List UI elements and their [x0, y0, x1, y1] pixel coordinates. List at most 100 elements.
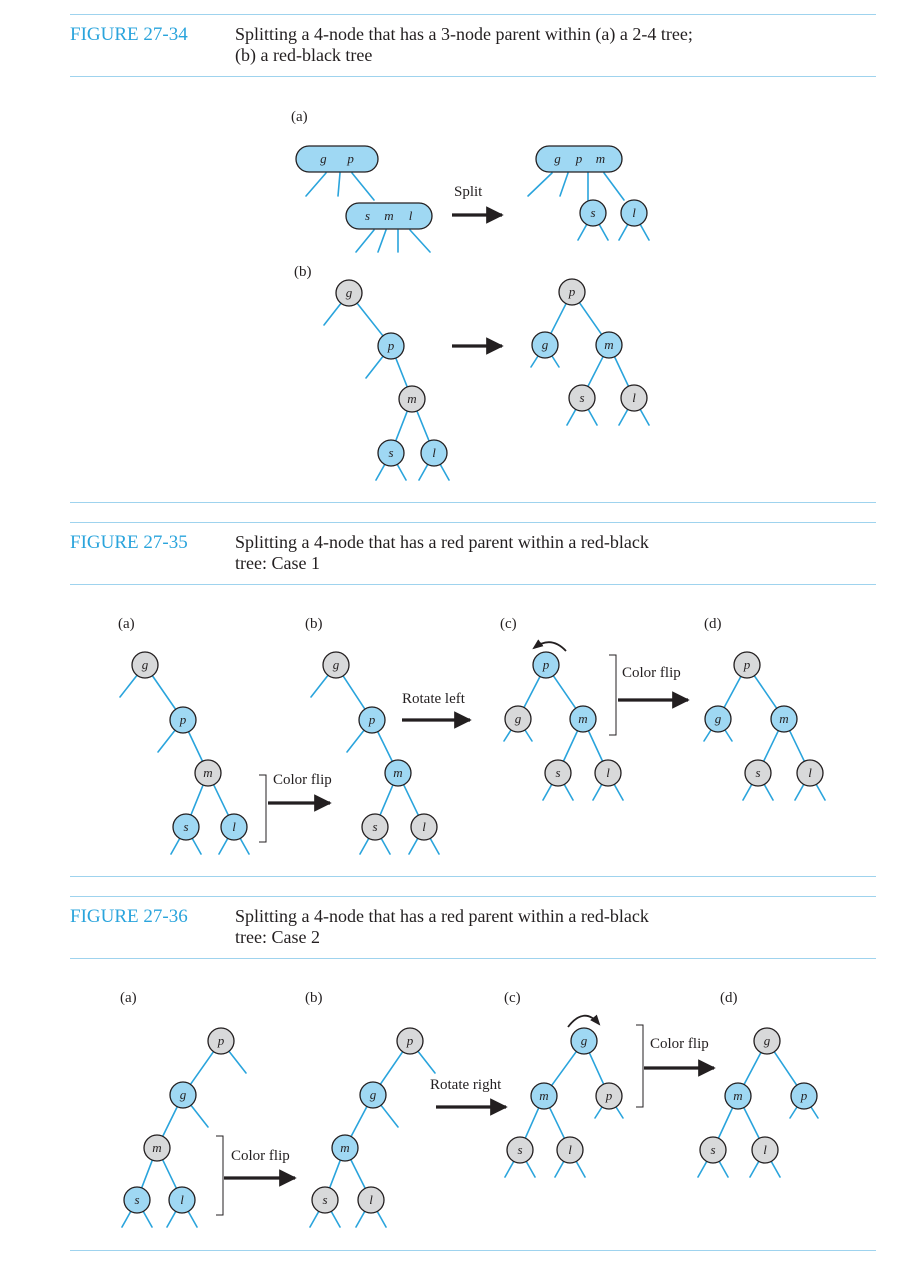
color-flip-bracket [609, 654, 617, 736]
node-s: s [123, 1186, 151, 1214]
subtree-edge [189, 1103, 209, 1128]
leaf-edge [639, 408, 650, 426]
node-label: s [134, 1192, 139, 1207]
node-circle [790, 1082, 818, 1110]
node-circle [410, 813, 438, 841]
rotate-right-label: Rotate right [430, 1077, 502, 1093]
part-label-d: (d) [720, 990, 738, 1006]
leaf-edge [396, 463, 407, 481]
node-label: s [388, 445, 393, 460]
subtree-edge [723, 728, 733, 742]
leaf-edge [355, 1210, 366, 1228]
node-label: g [333, 657, 340, 672]
tree-edge [586, 354, 605, 389]
color-flip-bracket [259, 774, 267, 843]
tree-edge [722, 674, 743, 710]
tree-edge [355, 229, 375, 253]
node-label: s [322, 1192, 327, 1207]
figure-caption-text: Splitting a 4-node that has a red parent… [235, 906, 649, 947]
tree-edge [772, 1050, 799, 1087]
tree-edge [341, 674, 367, 711]
node-p: p [595, 1082, 623, 1110]
tree-edge [742, 1050, 763, 1087]
node-label: g [180, 1087, 187, 1102]
tree-edge [527, 172, 553, 197]
node-circle [558, 278, 586, 306]
tree-edge [742, 1105, 761, 1141]
node-g: g [335, 279, 363, 307]
node-g: g [704, 705, 732, 733]
node-m: m [770, 705, 798, 733]
color-flip-bracket [636, 1024, 644, 1108]
figure-number: FIGURE 27-35 [70, 532, 188, 553]
leaf-edge [170, 837, 181, 855]
tree-edge [151, 674, 177, 711]
node-label: g [715, 711, 722, 726]
rule-bottom-caption-fig35 [70, 584, 876, 585]
leaf-edge [815, 783, 826, 801]
node-circle [504, 705, 532, 733]
tree-edge [562, 729, 579, 763]
subtree-edge [379, 1103, 399, 1128]
part-label-c: (c) [504, 990, 521, 1006]
leaf-edge [542, 783, 553, 801]
node-p: p [396, 1027, 424, 1055]
leaf-edge [218, 837, 229, 855]
node-label: s [555, 765, 560, 780]
leaf-edge [613, 783, 624, 801]
tree-edge [337, 172, 341, 197]
node-circle [359, 1081, 387, 1109]
rule-top-fig36 [70, 896, 876, 897]
node-l: l [168, 1186, 196, 1214]
node-label: m [578, 711, 587, 726]
tree-edge [394, 356, 409, 389]
node-circle [753, 1027, 781, 1055]
tree-edge [613, 355, 630, 388]
node-circle [733, 651, 761, 679]
node-circle [358, 706, 386, 734]
node-label: p [542, 657, 550, 672]
node-circle [620, 384, 648, 412]
node-p: p [558, 278, 586, 306]
node-g: g [169, 1081, 197, 1109]
node-s: s [544, 759, 572, 787]
tree-edge [305, 172, 327, 197]
node-m: m [384, 759, 412, 787]
node-label: l [232, 819, 236, 834]
node-label: m [604, 337, 613, 352]
node-m: m [331, 1134, 359, 1162]
node-label: s [755, 765, 760, 780]
tree-edge [588, 1051, 605, 1086]
multi-node-shape [345, 202, 433, 230]
node-circle [704, 705, 732, 733]
node-label: m [152, 1140, 161, 1155]
leaf-edge [429, 837, 440, 855]
node-s: s [361, 813, 389, 841]
leaf-edge [639, 223, 650, 241]
node-circle [220, 813, 248, 841]
node-label: m [384, 208, 393, 223]
leaf-edge [418, 463, 429, 481]
node-circle [544, 759, 572, 787]
tree-edge [717, 1106, 734, 1140]
node-l: l [751, 1136, 779, 1164]
node-circle [361, 813, 389, 841]
leaf-edge [718, 1160, 729, 1178]
subtree-edge [346, 728, 366, 753]
node-label: p [217, 1033, 225, 1048]
tree-edge [752, 674, 779, 710]
node-circle [172, 813, 200, 841]
node-g: g [570, 1027, 598, 1055]
node-label: p [406, 1033, 414, 1048]
tree-edge [377, 229, 387, 253]
tree-edge [522, 674, 542, 710]
leaf-edge [330, 1210, 341, 1228]
node-circle [594, 759, 622, 787]
tree-edge [578, 301, 603, 336]
tree-edge [161, 1104, 179, 1139]
node-m: m [143, 1134, 171, 1162]
tree-edge [212, 783, 230, 817]
node-circle [357, 1186, 385, 1214]
